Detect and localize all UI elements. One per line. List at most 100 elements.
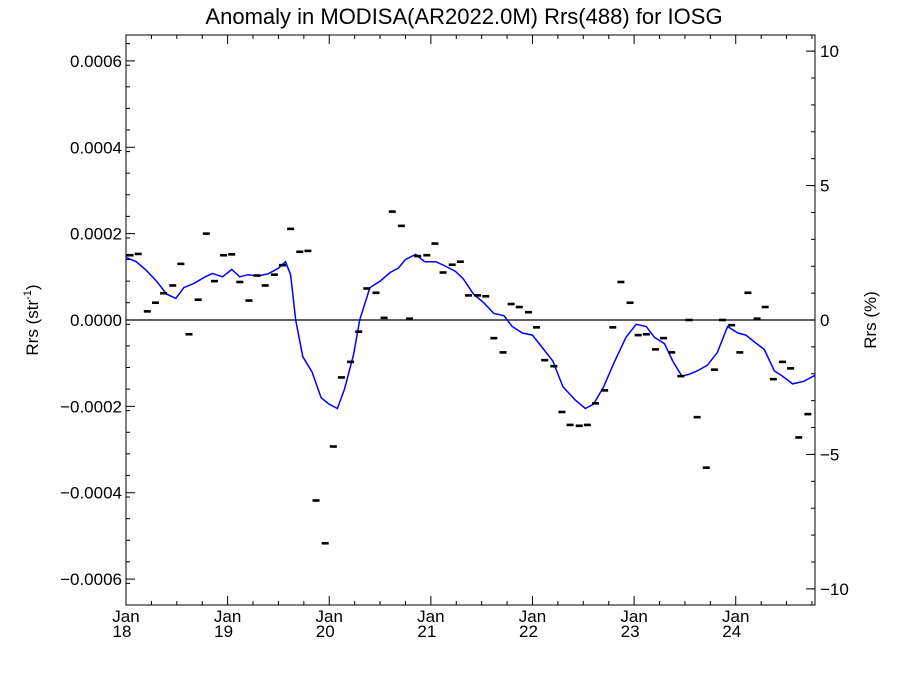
anomaly-marker (278, 263, 286, 267)
anomaly-marker (626, 301, 634, 305)
anomaly-marker (642, 332, 650, 336)
anomaly-marker (702, 466, 710, 469)
left-y-axis-label: Rrs (str-1) (22, 284, 42, 355)
x-tick-year: 19 (214, 622, 233, 641)
anomaly-marker (210, 279, 218, 283)
left-tick-label: 0.0002 (70, 225, 122, 244)
anomaly-marker (245, 299, 253, 302)
anomaly-marker (566, 423, 574, 427)
anomaly-marker (423, 253, 431, 257)
anomaly-marker (482, 294, 490, 298)
anomaly-marker (719, 318, 727, 322)
anomaly-marker (787, 367, 795, 370)
smoothed-line (125, 253, 816, 410)
anomaly-marker (651, 348, 659, 351)
anomaly-marker (541, 358, 549, 362)
right-tick-label: −10 (820, 580, 849, 599)
anomaly-marker (194, 298, 202, 302)
anomaly-marker (236, 280, 244, 284)
left-y-label-superscript: -1 (22, 290, 34, 300)
left-y-axis: 0.0006 0.0004 0.0002 0.0000 −0.0002 −0.0004 −0… (60, 43, 135, 606)
x-tick-year: 20 (316, 622, 335, 641)
x-tick-month: Jan (316, 607, 343, 626)
anomaly-marker (329, 445, 337, 448)
anomaly-marker (270, 273, 278, 276)
anomaly-marker (296, 250, 304, 254)
anomaly-marker (355, 330, 363, 333)
anomaly-marker (220, 253, 228, 257)
anomaly-marker (575, 424, 583, 428)
anomaly-marker (660, 336, 668, 340)
right-tick-label: 5 (820, 177, 829, 196)
anomaly-marker (753, 317, 761, 321)
anomaly-marker (490, 336, 498, 340)
x-tick-year: 18 (113, 622, 132, 641)
anomaly-marker (677, 374, 685, 378)
anomaly-marker (202, 232, 210, 235)
monthly-anomaly-series (126, 210, 812, 545)
anomaly-marker (439, 271, 447, 274)
anomaly-marker (550, 364, 558, 368)
anomaly-marker (414, 254, 422, 258)
anomaly-marker (591, 402, 599, 405)
anomaly-marker (380, 316, 388, 320)
anomaly-marker (337, 376, 345, 379)
x-tick-year: 22 (519, 622, 538, 641)
anomaly-marker (321, 541, 329, 545)
anomaly-marker (134, 252, 142, 256)
anomaly-marker (795, 436, 803, 439)
x-tick-month: Jan (112, 607, 139, 626)
chart-title: Anomaly in MODISA(AR2022.0M) Rrs(488) fo… (205, 4, 722, 29)
anomaly-marker (431, 242, 439, 245)
right-tick-label: −5 (820, 445, 839, 464)
anomaly-marker (524, 310, 532, 314)
anomaly-marker (228, 253, 236, 256)
anomaly-marker (609, 326, 617, 329)
left-tick-label: −0.0006 (60, 570, 122, 589)
right-y-axis-label: Rrs (%) (861, 291, 880, 349)
anomaly-marker (778, 360, 786, 364)
right-tick-label: 10 (820, 42, 839, 61)
anomaly-marker (744, 291, 752, 295)
left-tick-label: −0.0002 (60, 397, 122, 416)
left-y-label-main: Rrs (str (23, 300, 42, 356)
anomaly-marker (668, 351, 676, 354)
right-y-axis: 10 5 0 −5 −10 (806, 42, 849, 599)
anomaly-marker (634, 333, 642, 337)
anomaly-marker (126, 253, 134, 257)
anomaly-marker (769, 377, 777, 381)
anomaly-marker (533, 326, 541, 329)
anomaly-marker (160, 291, 168, 295)
anomaly-marker (761, 305, 769, 309)
anomaly-marker (397, 224, 405, 228)
left-tick-label: 0.0000 (70, 311, 122, 330)
anomaly-marker (406, 317, 414, 321)
anomaly-marker (185, 332, 193, 336)
anomaly-marker (507, 302, 515, 306)
left-tick-label: 0.0004 (70, 138, 122, 157)
x-tick-month: Jan (417, 607, 444, 626)
right-tick-label: 0 (820, 311, 829, 330)
anomaly-marker (617, 280, 625, 284)
left-tick-label: 0.0006 (70, 52, 122, 71)
x-tick-month: Jan (214, 607, 241, 626)
anomaly-marker (601, 389, 609, 392)
anomaly-marker (151, 301, 159, 305)
anomaly-marker (287, 227, 295, 231)
anomaly-marker (169, 284, 177, 287)
anomaly-marker (372, 291, 380, 295)
anomaly-marker (693, 415, 701, 419)
anomaly-marker (253, 274, 261, 277)
anomaly-marker (685, 318, 693, 322)
anomaly-marker (304, 249, 312, 253)
x-tick-month: Jan (620, 607, 647, 626)
anomaly-marker (736, 351, 744, 354)
anomaly-marker (728, 323, 736, 327)
anomaly-marker (312, 499, 320, 502)
anomaly-marker (347, 360, 355, 364)
anomaly-marker (710, 368, 718, 371)
anomaly-marker (177, 262, 185, 266)
smoothed-series (125, 253, 816, 410)
